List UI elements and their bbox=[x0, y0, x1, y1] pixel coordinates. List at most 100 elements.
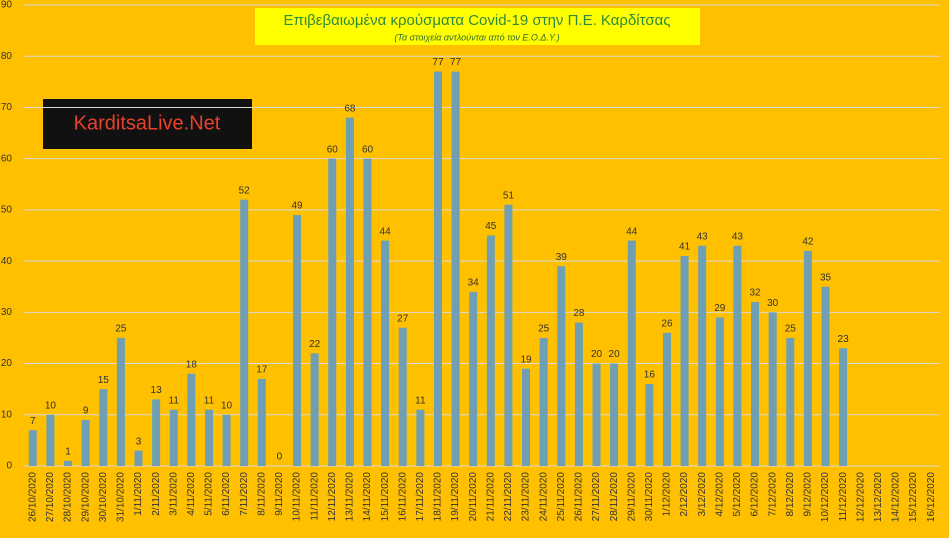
bar bbox=[64, 460, 73, 466]
x-tick-label: 10/11/2020 bbox=[292, 472, 303, 522]
x-tick-label: 16/12/2020 bbox=[926, 472, 937, 522]
data-label: 51 bbox=[503, 190, 515, 201]
x-tick-label: 11/11/2020 bbox=[309, 472, 320, 521]
x-tick-label: 12/12/2020 bbox=[855, 472, 866, 522]
bar bbox=[257, 378, 266, 466]
bar bbox=[204, 409, 213, 466]
data-label: 9 bbox=[83, 406, 89, 417]
bar bbox=[293, 215, 302, 466]
data-label: 17 bbox=[256, 365, 268, 376]
bar bbox=[539, 337, 548, 466]
x-tick-label: 28/11/2020 bbox=[609, 472, 620, 522]
bar bbox=[698, 245, 707, 466]
x-tick-label: 6/11/2020 bbox=[221, 472, 232, 516]
data-label: 77 bbox=[432, 57, 444, 68]
data-label: 13 bbox=[151, 385, 163, 396]
bar bbox=[416, 409, 425, 466]
y-tick-label: 70 bbox=[1, 102, 13, 113]
x-tick-label: 27/10/2020 bbox=[45, 472, 56, 522]
x-tick-label: 9/12/2020 bbox=[803, 472, 814, 517]
data-label: 20 bbox=[591, 349, 603, 360]
x-tick-label: 5/12/2020 bbox=[732, 472, 743, 517]
x-tick-label: 4/11/2020 bbox=[186, 472, 197, 516]
x-tick-label: 7/11/2020 bbox=[239, 472, 250, 516]
data-label: 44 bbox=[626, 226, 638, 237]
data-label: 22 bbox=[309, 339, 321, 350]
y-tick-label: 50 bbox=[1, 205, 13, 216]
x-tick-label: 8/11/2020 bbox=[256, 472, 267, 516]
data-label: 10 bbox=[45, 400, 57, 411]
data-label: 35 bbox=[820, 272, 832, 283]
x-tick-label: 3/11/2020 bbox=[168, 472, 179, 516]
data-label: 44 bbox=[380, 226, 392, 237]
data-label: 11 bbox=[415, 395, 426, 406]
x-tick-label: 13/12/2020 bbox=[873, 472, 884, 522]
x-tick-label: 1/12/2020 bbox=[662, 472, 673, 517]
bar bbox=[839, 348, 848, 466]
data-label: 27 bbox=[397, 313, 409, 324]
bar bbox=[328, 158, 337, 466]
bar bbox=[610, 363, 619, 466]
y-tick-label: 90 bbox=[1, 0, 13, 11]
x-tick-label: 17/11/2020 bbox=[415, 472, 426, 522]
data-label: 34 bbox=[468, 277, 480, 288]
logo: KarditsaLive.Net bbox=[74, 112, 221, 134]
chart-title: Επιβεβαιωμένα κρούσματα Covid-19 στην Π.… bbox=[283, 12, 670, 29]
x-tick-label: 26/11/2020 bbox=[574, 472, 585, 522]
y-tick-label: 40 bbox=[1, 256, 13, 267]
bar bbox=[469, 291, 478, 466]
x-tick-label: 2/11/2020 bbox=[151, 472, 162, 516]
x-tick-label: 27/11/2020 bbox=[591, 472, 602, 522]
x-tick-label: 29/10/2020 bbox=[80, 472, 91, 522]
data-label: 41 bbox=[679, 242, 691, 253]
bar bbox=[363, 158, 372, 466]
x-tick-label: 10/12/2020 bbox=[820, 472, 831, 522]
data-label: 7 bbox=[30, 416, 36, 427]
bar bbox=[222, 414, 231, 466]
bar bbox=[592, 363, 601, 466]
data-label: 11 bbox=[204, 395, 215, 406]
data-label: 1 bbox=[65, 447, 71, 458]
data-label: 10 bbox=[221, 400, 233, 411]
bar bbox=[46, 414, 55, 466]
y-tick-label: 60 bbox=[1, 153, 13, 164]
data-label: 26 bbox=[661, 318, 673, 329]
bar bbox=[662, 332, 671, 466]
bar bbox=[134, 450, 143, 466]
bar bbox=[627, 240, 636, 466]
x-tick-label: 15/12/2020 bbox=[908, 472, 919, 522]
x-tick-label: 6/12/2020 bbox=[750, 472, 761, 517]
bar bbox=[187, 373, 196, 466]
x-tick-label: 13/11/2020 bbox=[345, 472, 356, 522]
x-tick-label: 24/11/2020 bbox=[538, 472, 549, 522]
y-tick-label: 0 bbox=[6, 461, 12, 472]
y-tick-label: 10 bbox=[1, 409, 13, 420]
x-tick-label: 5/11/2020 bbox=[204, 472, 215, 516]
data-label: 45 bbox=[485, 221, 497, 232]
bar bbox=[803, 250, 812, 466]
y-tick-label: 30 bbox=[1, 307, 13, 318]
x-tick-label: 12/11/2020 bbox=[327, 472, 338, 522]
bar bbox=[28, 430, 37, 466]
x-tick-label: 1/11/2020 bbox=[133, 472, 144, 516]
bar bbox=[557, 266, 566, 466]
data-label: 19 bbox=[520, 354, 532, 365]
data-label: 43 bbox=[732, 231, 744, 242]
data-label: 28 bbox=[573, 308, 585, 319]
x-tick-label: 8/12/2020 bbox=[785, 472, 796, 517]
bar bbox=[381, 240, 390, 466]
data-label: 30 bbox=[767, 298, 779, 309]
x-tick-label: 19/11/2020 bbox=[450, 472, 461, 522]
bar bbox=[522, 368, 531, 466]
x-tick-label: 2/12/2020 bbox=[679, 472, 690, 517]
x-tick-label: 16/11/2020 bbox=[397, 472, 408, 522]
data-label: 25 bbox=[538, 324, 550, 335]
title-box bbox=[255, 8, 700, 45]
x-tick-label: 30/10/2020 bbox=[98, 472, 109, 522]
bar bbox=[645, 384, 654, 466]
data-label: 43 bbox=[697, 231, 709, 242]
y-tick-label: 80 bbox=[1, 51, 13, 62]
bar bbox=[768, 312, 777, 466]
data-label: 32 bbox=[749, 288, 761, 299]
